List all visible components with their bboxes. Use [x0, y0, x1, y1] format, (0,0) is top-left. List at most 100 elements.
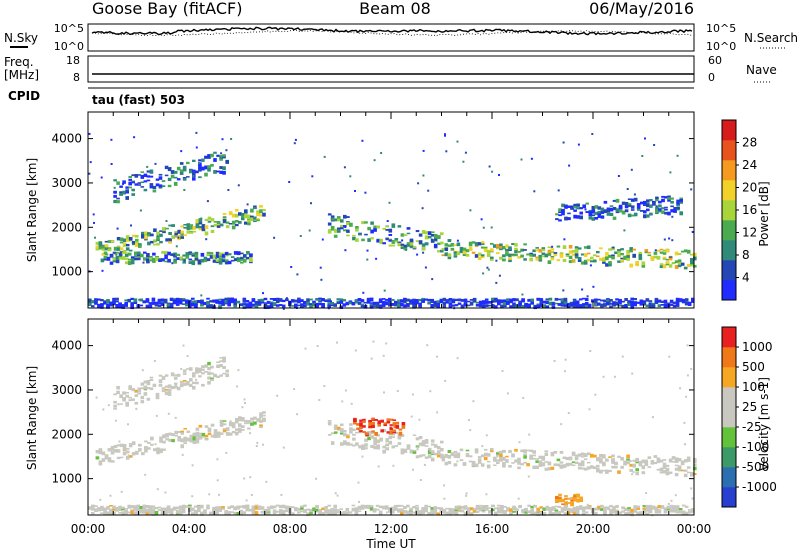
data-cell-97 — [183, 439, 187, 442]
y-tick-label-0: 1000 — [51, 265, 82, 279]
data-cell-215 — [128, 386, 132, 390]
data-cell-1658 — [575, 305, 580, 309]
data-cell-1144 — [342, 511, 347, 514]
data-cell-514 — [493, 456, 497, 460]
data-cell-18 — [107, 240, 112, 243]
data-cell-1190 — [394, 507, 398, 511]
data-cell-1623 — [545, 302, 550, 304]
data-cell-240 — [127, 261, 132, 265]
data-cell-1816 — [521, 293, 524, 296]
data-cell-1605 — [632, 471, 635, 474]
data-cell-612 — [418, 240, 423, 245]
data-cell-780 — [559, 252, 564, 254]
data-cell-217 — [131, 388, 135, 392]
data-cell-1504 — [654, 507, 659, 510]
data-cell-1315 — [497, 504, 501, 507]
data-cell-564 — [535, 465, 539, 469]
data-cell-1337 — [294, 303, 298, 306]
data-cell-638 — [437, 235, 441, 239]
data-cell-189 — [250, 215, 254, 219]
data-cell-746 — [529, 252, 533, 255]
data-cell-1385 — [336, 298, 341, 300]
data-cell-306 — [207, 367, 211, 371]
data-cell-27 — [116, 456, 121, 460]
data-cell-280 — [186, 381, 190, 383]
data-cell-1312 — [269, 305, 274, 309]
colorbar-segment-7 — [722, 140, 736, 161]
data-cell-327 — [225, 369, 229, 373]
data-cell-785 — [380, 429, 384, 433]
data-cell-258 — [143, 251, 147, 254]
data-cell-495 — [210, 153, 214, 156]
data-cell-389 — [376, 446, 380, 450]
data-cell-1022 — [627, 203, 632, 205]
data-cell-1553 — [594, 393, 597, 396]
data-cell-144 — [210, 225, 215, 228]
data-cell-137 — [216, 434, 221, 437]
data-cell-1549 — [484, 301, 489, 304]
data-cell-1235 — [206, 297, 210, 300]
data-cell-897 — [130, 510, 134, 515]
data-cell-1833 — [671, 215, 674, 218]
data-cell-1200 — [403, 506, 407, 509]
data-cell-130 — [210, 434, 215, 438]
data-cell-499 — [213, 151, 217, 154]
data-cell-801 — [392, 422, 397, 425]
data-cell-1908 — [427, 189, 430, 192]
data-cell-1639 — [560, 423, 563, 426]
data-cell-199 — [259, 209, 263, 214]
data-cell-1448 — [394, 303, 398, 307]
data-cell-1678 — [316, 345, 319, 347]
data-cell-643 — [441, 254, 446, 257]
data-cell-287 — [192, 385, 196, 390]
data-cell-780 — [374, 432, 378, 434]
data-cell-1479 — [418, 303, 422, 306]
data-cell-455 — [176, 178, 181, 181]
data-cell-128 — [195, 223, 200, 227]
data-cell-1386 — [554, 505, 559, 508]
data-cell-1537 — [475, 303, 480, 307]
colorbar-tick-label-0: 1000 — [742, 340, 773, 354]
data-cell-1525 — [460, 305, 465, 309]
data-cell-1290 — [475, 505, 480, 509]
data-cell-1389 — [557, 505, 562, 508]
data-cell-1637 — [412, 468, 414, 471]
data-cell-658 — [611, 458, 615, 461]
data-cell-768 — [365, 433, 369, 436]
data-cell-248 — [134, 251, 138, 255]
data-cell-1857 — [568, 164, 571, 167]
data-cell-29 — [119, 456, 124, 459]
data-cell-587 — [556, 458, 561, 462]
data-cell-165 — [238, 418, 242, 422]
data-cell-1495 — [648, 507, 653, 512]
data-cell-142 — [219, 424, 224, 427]
data-cell-223 — [115, 251, 120, 254]
data-cell-1604 — [530, 298, 534, 302]
data-cell-395 — [382, 445, 386, 449]
data-cell-1307 — [491, 504, 495, 508]
x-tick-label-4: 16:00 — [475, 522, 510, 536]
data-cell-1874 — [422, 251, 425, 254]
data-cell-615 — [421, 243, 426, 247]
data-cell-116 — [186, 225, 191, 230]
data-cell-175 — [247, 420, 251, 424]
data-cell-303 — [185, 255, 190, 257]
data-cell-435 — [155, 183, 160, 187]
data-cell-439 — [421, 454, 426, 457]
data-cell-1742 — [648, 304, 653, 308]
data-cell-1230 — [427, 505, 431, 508]
data-cell-935 — [555, 218, 559, 221]
data-cell-699 — [490, 248, 494, 252]
data-cell-699 — [653, 462, 658, 465]
data-cell-417 — [137, 184, 142, 186]
data-cell-411 — [131, 188, 135, 192]
data-cell-572 — [385, 229, 389, 231]
data-cell-538 — [346, 234, 350, 237]
data-cell-41 — [128, 443, 133, 445]
data-cell-612 — [574, 456, 579, 461]
data-cell-77 — [156, 243, 160, 246]
data-cell-587 — [397, 225, 402, 228]
data-cell-1646 — [613, 375, 616, 378]
data-cell-237 — [146, 397, 151, 401]
data-cell-168 — [235, 213, 239, 218]
